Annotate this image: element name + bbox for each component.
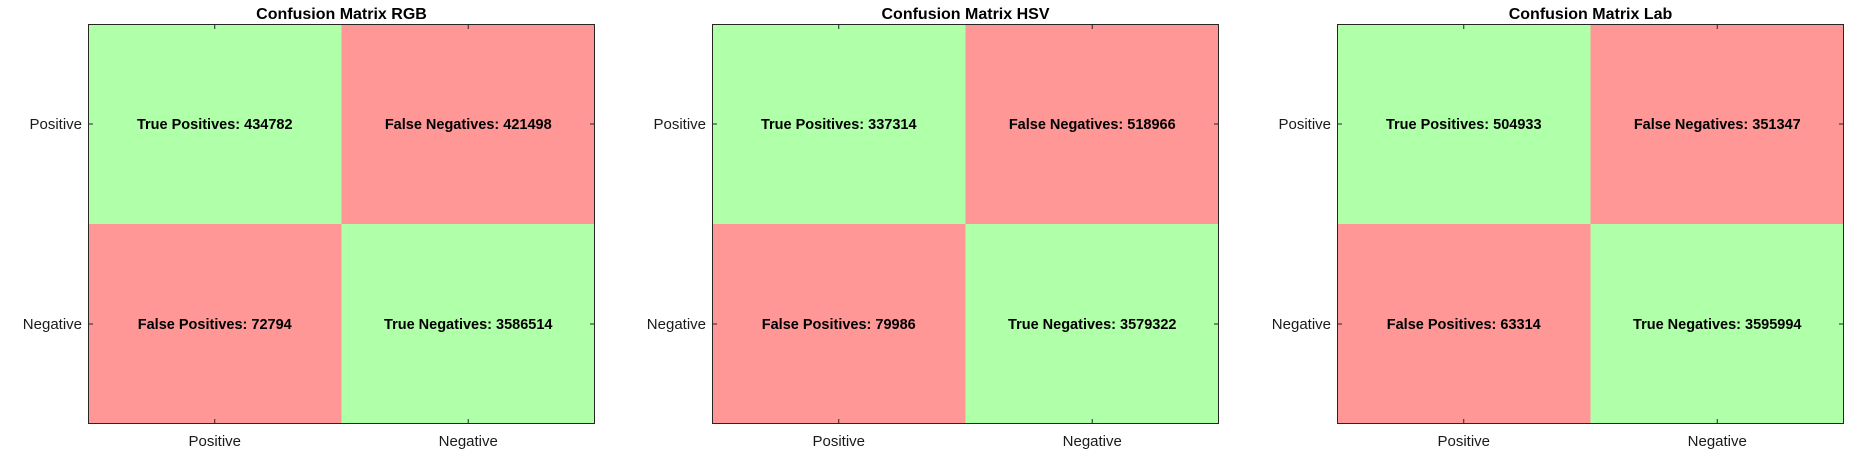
cell-label: True Positives: 504933 bbox=[1386, 117, 1542, 133]
chart-title: Confusion Matrix RGB bbox=[256, 6, 427, 23]
y-tick-label: Positive bbox=[1278, 116, 1331, 133]
y-tick-label: Negative bbox=[647, 316, 706, 333]
chart-title: Confusion Matrix HSV bbox=[881, 6, 1049, 23]
cell-label: True Negatives: 3595994 bbox=[1633, 317, 1801, 333]
cell-label: False Positives: 63314 bbox=[1387, 317, 1541, 333]
x-tick-label: Positive bbox=[1437, 433, 1490, 450]
confusion-matrix-panel-2: True Positives: 337314 False Negatives: 5… bbox=[647, 6, 1219, 450]
y-tick-label: Negative bbox=[1272, 316, 1331, 333]
x-tick-label: Negative bbox=[1063, 433, 1122, 450]
confusion-matrix-panel-3: True Positives: 504933 False Negatives: 3… bbox=[1272, 6, 1844, 450]
matrix-cell bbox=[965, 224, 1219, 424]
matrix-cell bbox=[712, 24, 966, 224]
plot-frame bbox=[712, 24, 1219, 424]
cell-label: False Negatives: 518966 bbox=[1009, 117, 1176, 133]
matrix-cell bbox=[965, 24, 1219, 224]
matrix-cell bbox=[88, 24, 342, 224]
matrix-cell bbox=[1337, 224, 1591, 424]
matrix-cell bbox=[712, 224, 966, 424]
cell-label: False Negatives: 421498 bbox=[385, 117, 552, 133]
cell-label: False Positives: 72794 bbox=[138, 317, 292, 333]
cell-label: True Positives: 434782 bbox=[137, 117, 293, 133]
x-tick-label: Negative bbox=[1688, 433, 1747, 450]
matrix-cell bbox=[1590, 24, 1844, 224]
plot-frame bbox=[1337, 24, 1844, 424]
plot-frame bbox=[88, 24, 595, 424]
matrix-cell bbox=[1590, 224, 1844, 424]
confusion-matrix-panel-1: True Positives: 434782 False Negatives: 4… bbox=[23, 6, 595, 450]
matrix-cell bbox=[341, 24, 595, 224]
matrix-cell bbox=[88, 224, 342, 424]
cell-label: False Negatives: 351347 bbox=[1634, 117, 1801, 133]
matrix-cell bbox=[1337, 24, 1591, 224]
x-tick-label: Positive bbox=[812, 433, 865, 450]
y-tick-label: Positive bbox=[29, 116, 82, 133]
y-tick-label: Positive bbox=[653, 116, 706, 133]
chart-title: Confusion Matrix Lab bbox=[1509, 6, 1673, 23]
cell-label: False Positives: 79986 bbox=[762, 317, 916, 333]
cell-label: True Negatives: 3586514 bbox=[384, 317, 552, 333]
y-tick-label: Negative bbox=[23, 316, 82, 333]
x-tick-label: Positive bbox=[188, 433, 241, 450]
x-tick-label: Negative bbox=[439, 433, 498, 450]
matrix-cell bbox=[341, 224, 595, 424]
cell-label: True Positives: 337314 bbox=[761, 117, 917, 133]
cell-label: True Negatives: 3579322 bbox=[1008, 317, 1176, 333]
